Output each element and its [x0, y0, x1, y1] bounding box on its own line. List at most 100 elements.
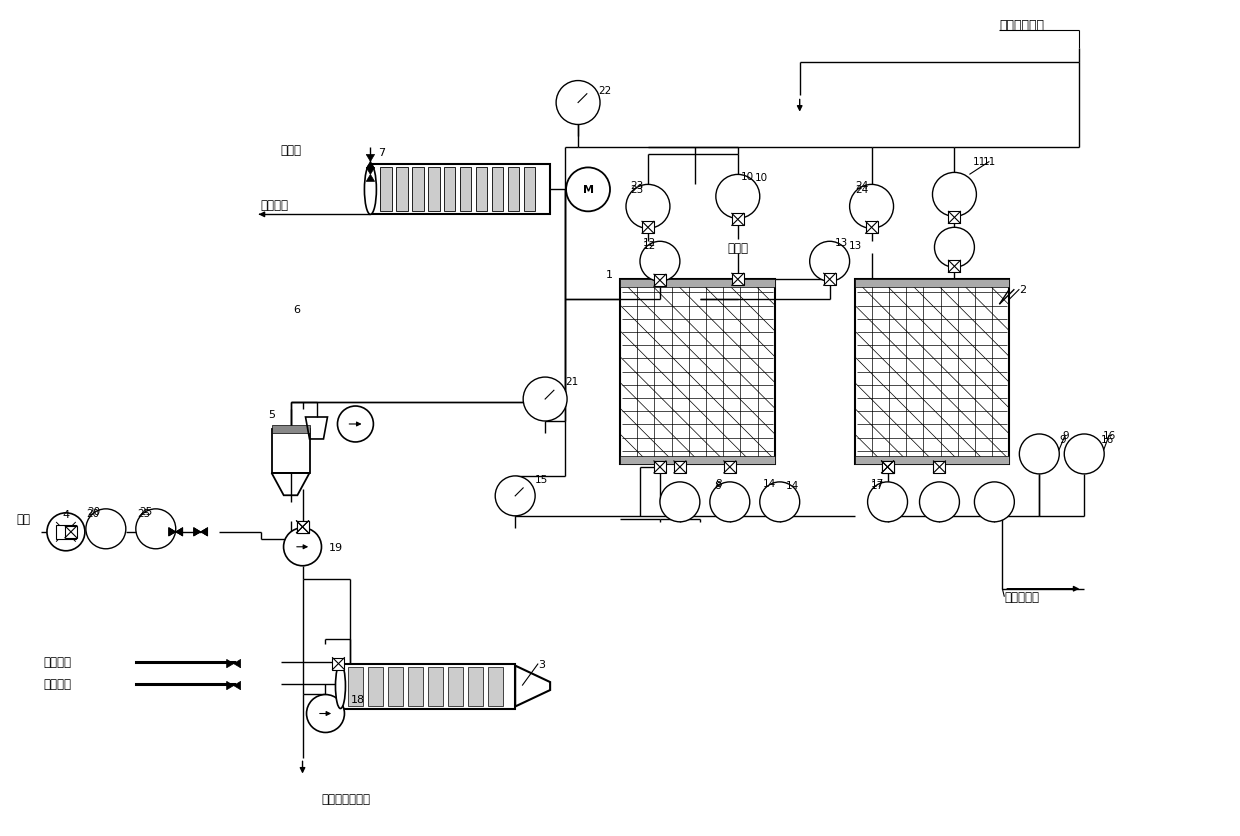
Text: 8: 8	[714, 481, 722, 490]
Bar	[332, 658, 345, 670]
Bar	[882, 461, 894, 473]
Bar	[934, 461, 945, 473]
Polygon shape	[201, 528, 207, 537]
Text: 23: 23	[630, 185, 644, 195]
Bar	[428, 168, 439, 212]
Circle shape	[868, 482, 908, 522]
Polygon shape	[366, 176, 374, 182]
Bar	[64, 526, 77, 538]
Text: 21: 21	[565, 376, 579, 386]
Polygon shape	[176, 528, 182, 537]
Circle shape	[337, 406, 373, 442]
Bar	[882, 461, 894, 473]
Text: 16: 16	[1101, 435, 1114, 445]
Text: 15: 15	[534, 474, 548, 484]
Circle shape	[556, 81, 600, 125]
Text: 24: 24	[854, 185, 868, 195]
Text: 净化气体排放: 净化气体排放	[999, 18, 1044, 32]
Circle shape	[920, 482, 960, 522]
Bar	[296, 521, 309, 533]
Circle shape	[1019, 435, 1059, 474]
Polygon shape	[366, 168, 374, 176]
Text: 排气: 排气	[16, 512, 30, 526]
Text: 5: 5	[269, 410, 275, 420]
Text: 8: 8	[715, 478, 722, 488]
Circle shape	[932, 173, 976, 217]
Circle shape	[86, 509, 125, 549]
Bar	[444, 168, 455, 212]
Circle shape	[709, 482, 750, 522]
Polygon shape	[169, 528, 176, 537]
Bar	[508, 168, 520, 212]
Text: 13: 13	[835, 238, 848, 248]
Text: 低温水出: 低温水出	[43, 655, 71, 668]
Text: 17: 17	[870, 478, 884, 488]
Bar	[371, 166, 551, 215]
Bar	[341, 664, 515, 709]
Text: 3: 3	[538, 659, 546, 669]
Bar	[272, 426, 310, 433]
Circle shape	[523, 378, 567, 421]
Circle shape	[715, 176, 760, 219]
Text: 25: 25	[139, 507, 153, 516]
Text: 有机废气进: 有机废气进	[1004, 590, 1039, 604]
Polygon shape	[176, 528, 182, 537]
Polygon shape	[169, 528, 176, 537]
Bar	[949, 212, 961, 224]
Text: 23: 23	[630, 181, 644, 191]
Polygon shape	[193, 528, 201, 537]
Bar	[732, 214, 744, 226]
Polygon shape	[233, 681, 241, 690]
Circle shape	[849, 185, 894, 229]
Bar	[489, 667, 503, 706]
Text: 13: 13	[849, 241, 862, 251]
Bar	[397, 168, 408, 212]
Polygon shape	[366, 155, 374, 162]
Text: 10: 10	[755, 173, 769, 183]
Bar	[413, 168, 424, 212]
Text: 蒸汽进: 蒸汽进	[280, 144, 301, 157]
Bar	[428, 667, 443, 706]
Bar	[381, 168, 392, 212]
Text: 17: 17	[870, 481, 884, 490]
Text: 9: 9	[1059, 435, 1065, 445]
Text: 1: 1	[606, 270, 613, 280]
Text: 12: 12	[642, 238, 656, 248]
Circle shape	[136, 509, 176, 549]
Circle shape	[975, 482, 1014, 522]
Bar	[620, 280, 775, 288]
Circle shape	[935, 228, 975, 268]
Text: 20: 20	[87, 507, 100, 516]
Text: 25: 25	[138, 508, 150, 518]
Text: 11: 11	[983, 157, 996, 167]
Text: 12: 12	[642, 241, 656, 251]
Bar	[408, 667, 423, 706]
Polygon shape	[193, 528, 201, 537]
Circle shape	[640, 242, 680, 282]
Circle shape	[810, 242, 849, 282]
Bar	[449, 667, 464, 706]
Circle shape	[567, 168, 610, 212]
Bar	[620, 280, 775, 464]
Text: 2: 2	[1019, 285, 1027, 295]
Circle shape	[626, 185, 670, 229]
Circle shape	[284, 528, 321, 566]
Text: 22: 22	[599, 85, 611, 95]
Circle shape	[660, 482, 699, 522]
Bar	[469, 667, 484, 706]
Bar	[620, 456, 775, 464]
Text: 去废液处理系统: 去废液处理系统	[321, 792, 370, 805]
Bar	[460, 168, 471, 212]
Bar	[272, 430, 310, 473]
Circle shape	[47, 513, 84, 551]
Ellipse shape	[365, 166, 377, 215]
Text: 24: 24	[854, 181, 868, 191]
Polygon shape	[233, 660, 241, 668]
Bar	[949, 261, 961, 273]
Text: 18: 18	[351, 694, 365, 704]
Bar	[348, 667, 363, 706]
Bar	[854, 280, 1009, 464]
Text: 11: 11	[972, 157, 986, 167]
Text: 14: 14	[786, 481, 800, 490]
Bar	[525, 168, 536, 212]
